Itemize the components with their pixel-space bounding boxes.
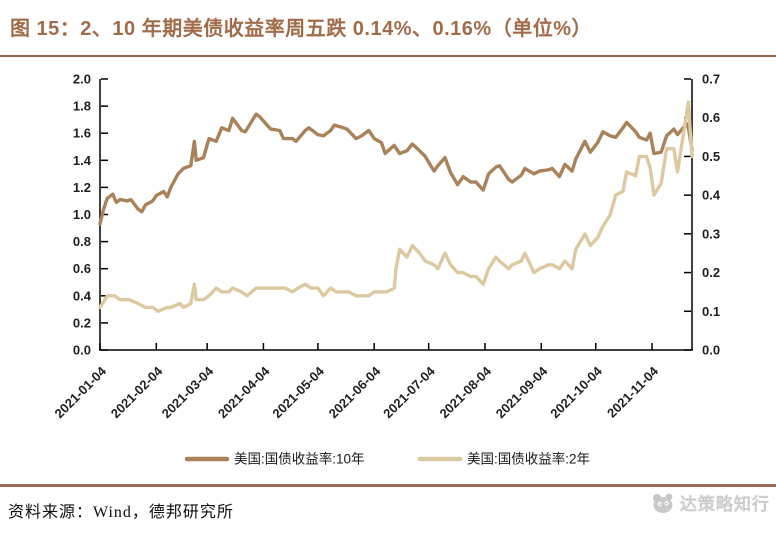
panda-logo-icon: [653, 493, 673, 513]
y-axis-right-label: 0.7: [702, 72, 720, 87]
y-axis-left-label: 1.2: [73, 180, 91, 195]
x-axis-label: 2021-01-04: [51, 363, 109, 421]
x-axis-label: 2021-03-04: [159, 363, 217, 421]
y-axis-right-label: 0.4: [702, 188, 721, 203]
y-axis-right-label: 0.5: [702, 149, 720, 164]
y-axis-left-label: 1.0: [73, 207, 91, 222]
series-line-2y: [98, 100, 694, 313]
y-axis-right-label: 0.0: [702, 343, 720, 358]
legend-label: 美国:国债收益率:10年: [234, 451, 365, 467]
yield-line-chart: 0.0 0.2 0.4 0.6 0.8 1.0 1.2 1.4 1.6 1.8 2.0 0.0 0.1 0…: [51, 72, 721, 467]
y-axis-left-label: 0.4: [73, 288, 92, 303]
y-axis-left-label: 0.6: [73, 261, 91, 276]
y-axis-right-label: 0.3: [702, 226, 720, 241]
y-axis-right-label: 0.2: [702, 265, 720, 280]
legend-label: 美国:国债收益率:2年: [467, 451, 590, 467]
y-axis-right-label: 0.1: [702, 304, 720, 319]
y-axis-right-label: 0.6: [702, 110, 720, 125]
x-axis-label: 2021-04-04: [215, 363, 273, 421]
y-axis-left-label: 1.4: [73, 153, 92, 168]
data-source-text: 资料来源：Wind，德邦研究所: [8, 504, 234, 521]
y-axis-left-label: 1.8: [73, 99, 91, 114]
x-axis-label: 2021-09-04: [493, 363, 551, 421]
footer-divider: [0, 484, 776, 487]
y-axis-left-label: 2.0: [73, 72, 91, 87]
x-axis-label: 2021-02-04: [108, 363, 166, 421]
title-divider: [0, 55, 776, 57]
x-axis-label: 2021-11-04: [604, 363, 662, 421]
figure-title: 图 15：2、10 年期美债收益率周五跌 0.14%、0.16%（单位%）: [10, 18, 592, 40]
x-axis-label: 2021-06-04: [326, 363, 384, 421]
series-line-10y: [98, 112, 694, 226]
y-axis-left-label: 1.6: [73, 126, 91, 141]
x-axis-label: 2021-10-04: [547, 363, 605, 421]
y-axis-left-label: 0.2: [73, 315, 91, 330]
watermark-text: 达策略知行: [680, 495, 770, 514]
x-axis-label: 2021-05-04: [269, 363, 327, 421]
x-axis-label: 2021-08-04: [436, 363, 494, 421]
y-axis-left-label: 0.0: [73, 343, 91, 358]
y-axis-left-label: 0.8: [73, 234, 91, 249]
x-axis-label: 2021-07-04: [380, 363, 438, 421]
watermark: 达策略知行: [650, 490, 770, 515]
